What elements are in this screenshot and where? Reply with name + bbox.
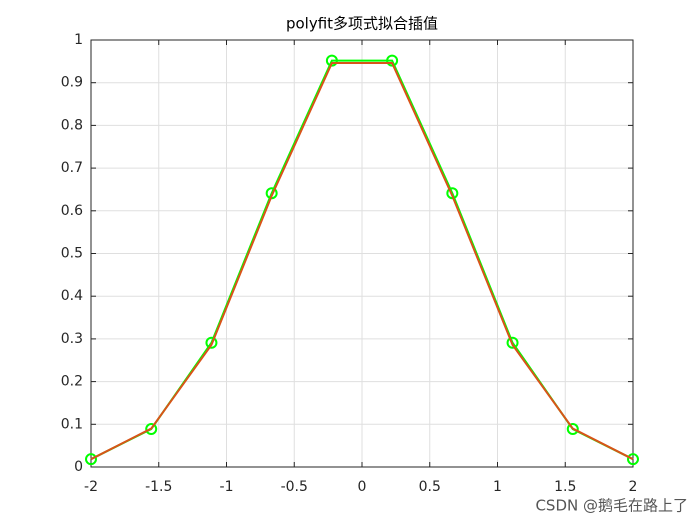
y-tick-label: 0.7 bbox=[61, 160, 83, 176]
y-tick-label: 0.1 bbox=[61, 416, 83, 432]
y-tick-label: 0.5 bbox=[61, 246, 83, 262]
x-tick-label: -1 bbox=[220, 479, 234, 495]
x-tick-label: 0 bbox=[358, 479, 367, 495]
chart-title: polyfit多项式拟合插值 bbox=[286, 15, 438, 33]
x-tick-label: 1.5 bbox=[554, 479, 576, 495]
data-point bbox=[325, 54, 338, 67]
y-tick-label: 0.9 bbox=[61, 75, 83, 91]
data-point bbox=[627, 453, 639, 466]
series-line bbox=[90, 62, 634, 461]
data-point bbox=[145, 423, 158, 436]
data-point bbox=[506, 336, 519, 349]
x-tick-label: -2 bbox=[84, 479, 98, 495]
y-tick-label: 0.6 bbox=[61, 203, 83, 219]
data-point bbox=[205, 336, 218, 349]
x-tick-label: -1.5 bbox=[145, 479, 172, 495]
axes-box bbox=[90, 39, 634, 468]
x-tick-label: -0.5 bbox=[281, 479, 308, 495]
x-tick-label: 2 bbox=[629, 479, 638, 495]
x-tick-label: 0.5 bbox=[419, 479, 441, 495]
x-tick-label: 1 bbox=[493, 479, 502, 495]
data-point bbox=[566, 423, 579, 436]
y-tick-label: 1 bbox=[74, 32, 83, 48]
y-tick-label: 0.3 bbox=[61, 331, 83, 347]
data-point bbox=[85, 453, 97, 466]
watermark: CSDN @鹅毛在路上了 bbox=[535, 497, 688, 515]
y-tick-label: 0.8 bbox=[61, 117, 83, 133]
y-tick-label: 0.4 bbox=[61, 288, 83, 304]
data-point bbox=[386, 54, 399, 67]
y-tick-label: 0.2 bbox=[61, 374, 83, 390]
y-tick-label: 0 bbox=[74, 459, 83, 475]
